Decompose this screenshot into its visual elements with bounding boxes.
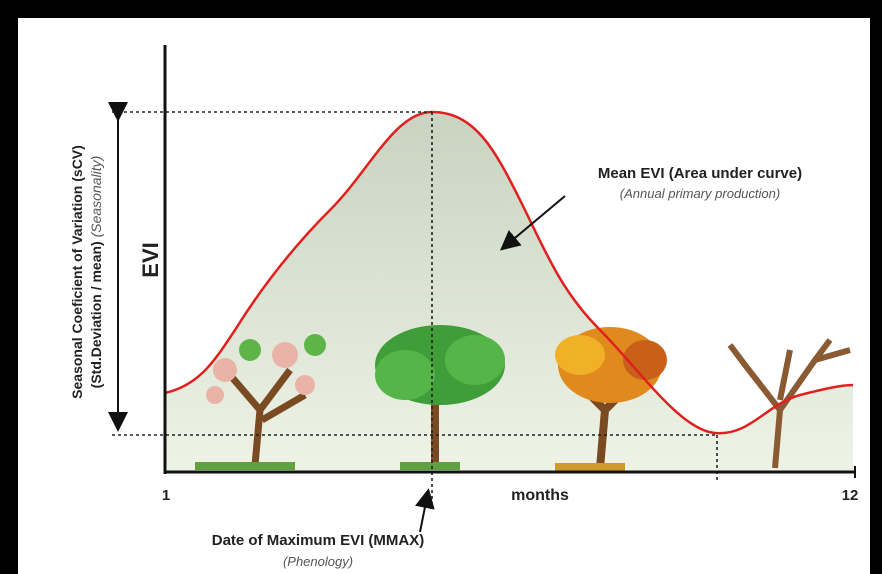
x-start: 1 (162, 487, 170, 504)
area-title: Mean EVI (Area under curve) (598, 165, 802, 182)
scv-formula-line: (Std.Deviation / mean) (Seasonality) (88, 156, 104, 389)
y-axis-label: EVI (138, 242, 163, 277)
mmax-title: Date of Maximum EVI (MMAX) (212, 532, 425, 549)
x-end: 12 (842, 487, 859, 504)
scv-label: Seasonal Coeficient of Variation (sCV) (69, 145, 85, 399)
diagram: EVI Seasonal Coeficient of Variation (sC… (0, 0, 882, 574)
area-subtitle: (Annual primary production) (620, 186, 780, 201)
scv-formula: (Std.Deviation / mean) (88, 241, 104, 388)
scv-note: (Seasonality) (88, 156, 104, 238)
mmax-subtitle: (Phenology) (283, 554, 353, 569)
x-axis-label: months (511, 487, 569, 504)
